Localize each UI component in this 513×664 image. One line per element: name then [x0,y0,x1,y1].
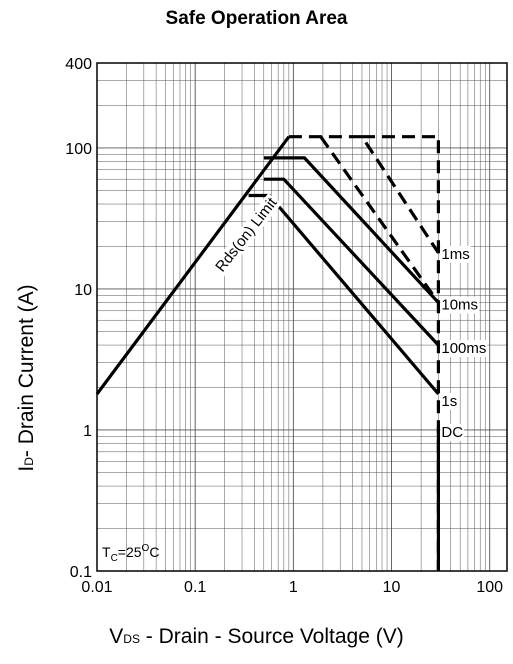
y-tick-label: 10 [74,282,92,299]
temperature-annotation: TC=25OC [102,543,159,564]
x-tick-label: 10 [383,579,401,596]
series-100ms [263,177,440,347]
label-rds-limit: Rds(on) Limit [211,193,282,277]
series-dashed-segment [319,135,440,304]
svg-text:1ms: 1ms [441,246,469,263]
x-tick-label: 1 [289,579,298,596]
label-dc: DC [440,423,465,441]
label-100ms: 100ms [440,340,488,358]
series-labels: 1ms 10ms 100ms 1s DC Rds(on) Limit TC=25OC [102,193,488,564]
grid-lines [96,62,507,572]
label-10ms: 10ms [440,296,480,314]
series-1ms [288,135,440,254]
series-10ms [263,156,440,304]
y-tick-label: 400 [65,56,92,73]
series-rds-on-limit [95,135,291,395]
svg-text:100ms: 100ms [441,340,486,357]
svg-text:DC: DC [441,424,463,441]
plot-frame [96,62,508,572]
series-dashed-segment [362,135,440,571]
series-1s [248,193,440,396]
x-tick-label: 0.01 [81,579,112,596]
svg-text:Rds(on) Limit: Rds(on) Limit [212,194,281,275]
label-1s: 1s [440,392,459,410]
label-1ms: 1ms [440,245,471,263]
x-tick-label: 0.1 [184,579,206,596]
y-tick-label: 100 [65,141,92,158]
svg-text:1s: 1s [441,393,457,410]
svg-text:10ms: 10ms [441,297,478,314]
y-tick-label: 0.1 [70,564,92,581]
x-axis-label: VDS - Drain - Source Voltage (V) [109,625,404,648]
y-tick-label: 1 [83,423,92,440]
x-tick-label: 100 [476,579,503,596]
chart-title: Safe Operation Area [165,8,348,29]
